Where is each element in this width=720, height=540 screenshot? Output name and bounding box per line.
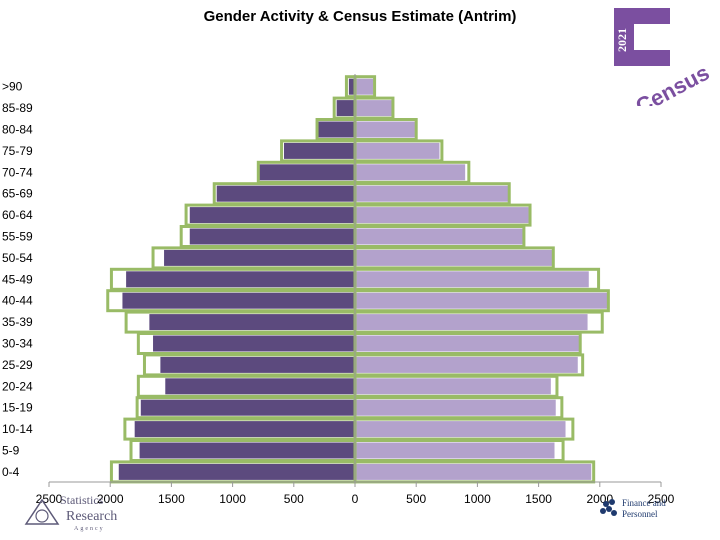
nisra-emblem-icon [24,498,60,525]
bar-right-activity [355,335,581,352]
age-label: 0-4 [2,465,20,479]
x-tick-label: 0 [352,492,359,506]
bar-right-activity [355,100,393,117]
bar-left-activity [216,185,355,202]
bar-left-activity [160,356,355,373]
x-tick-label: 500 [284,492,304,506]
age-label: 70-74 [2,165,33,179]
bar-right-activity [355,292,608,309]
bar-right-activity [355,249,554,266]
bar-left-activity [164,249,355,266]
bar-right-activity [355,121,415,138]
left-bars-group [118,78,355,480]
x-tick-label: 1500 [525,492,552,506]
dfp-logo: Finance and Personnel [600,498,666,519]
age-labels-group: >90 85-89 80-84 75-79 70-74 65-69 60-64 55-59 50… [2,80,33,479]
bar-right-activity [355,228,524,245]
bar-right-activity [355,421,566,438]
x-tick-label: 1000 [464,492,491,506]
age-label: >90 [2,80,23,94]
nisra-line1: Statistics [60,493,104,507]
bar-left-activity [149,314,355,331]
nisra-line2: Research [66,509,117,524]
bar-left-activity [140,399,355,416]
dfp-line2: Personnel [622,509,658,519]
age-label: 10-14 [2,422,33,436]
bar-right-activity [355,378,551,395]
x-tick-label: 2000 [97,492,124,506]
age-label: 25-29 [2,358,33,372]
bar-left-activity [134,421,355,438]
nisra-line3: Agency [74,526,105,532]
age-label: 5-9 [2,444,20,458]
age-label: 45-49 [2,272,33,286]
bar-left-activity [189,207,355,224]
bar-right-activity [355,442,555,459]
age-label: 55-59 [2,230,33,244]
census-2021-logo: 2021 Census [614,8,712,106]
nisra-logo: Statistics Research Agency [24,493,117,532]
bar-left-activity [153,335,355,352]
census-logo-word: Census [632,60,712,106]
age-label: 35-39 [2,315,33,329]
age-label: 50-54 [2,251,33,265]
age-label: 85-89 [2,101,33,115]
bar-left-activity [139,442,355,459]
x-tick-label: 2500 [648,492,675,506]
bar-right-activity [355,463,592,480]
age-label: 20-24 [2,379,33,393]
bar-right-activity [355,142,440,159]
bar-left-activity [257,164,355,181]
bar-right-activity [355,185,511,202]
bar-right-activity [355,314,588,331]
age-label: 60-64 [2,208,33,222]
bar-left-activity [348,78,355,95]
nisra-emblem-circle-icon [35,509,49,523]
x-tick-label: 2500 [36,492,63,506]
bar-left-activity [315,121,355,138]
census-logo-notch [634,24,670,50]
age-label: 30-34 [2,337,33,351]
bar-left-activity [118,463,355,480]
bar-right-activity [355,356,578,373]
age-label: 15-19 [2,401,33,415]
x-tick-label: 1500 [158,492,185,506]
right-bars-group [355,78,608,480]
bar-left-activity [189,228,355,245]
x-ticks-group: 2500 2000 1500 1000 500 0 500 1000 1500 2000 2500 [36,482,675,506]
bar-right-activity [355,271,589,288]
age-label: 65-69 [2,187,33,201]
age-label: 80-84 [2,123,33,137]
bar-left-activity [284,142,355,159]
dfp-line1: Finance and [622,498,666,508]
bar-right-activity [355,207,529,224]
census-logo-year: 2021 [615,28,629,52]
age-label: 75-79 [2,144,33,158]
chart-title: Gender Activity & Census Estimate (Antri… [203,8,517,25]
dfp-emblem-icon [600,499,617,516]
bar-left-activity [336,100,355,117]
bar-left-activity [165,378,355,395]
x-tick-label: 1000 [219,492,246,506]
bar-right-activity [355,164,466,181]
bar-left-activity [126,271,355,288]
age-label: 40-44 [2,294,33,308]
bar-right-activity [355,399,556,416]
bar-right-activity [355,78,374,95]
bar-left-activity [122,292,355,309]
x-tick-label: 500 [406,492,426,506]
